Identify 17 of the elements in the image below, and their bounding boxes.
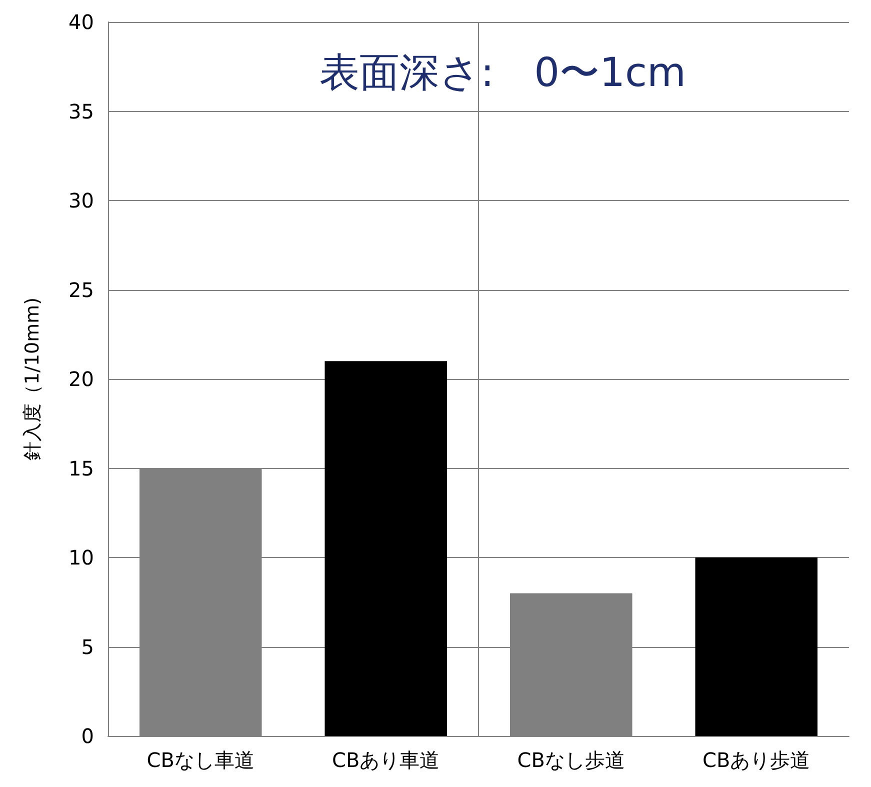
y-tick-label: 40 [68,10,94,34]
x-tick-label: CBなし車道 [146,748,254,772]
y-tick-label: 0 [81,724,94,748]
bar [324,361,448,736]
y-tick-label: 5 [81,634,94,659]
y-tick-label: 35 [68,99,94,124]
x-tick-label: CBあり歩道 [702,748,810,772]
y-tick-label: 10 [68,546,94,570]
x-tick-label: CBあり車道 [332,748,440,772]
y-tick-label: 15 [68,456,94,480]
y-tick-label: 20 [68,367,94,391]
y-tick-label: 25 [68,278,94,302]
x-tick-label: CBなし歩道 [517,748,625,772]
text: 表面深さ: 0〜1cm [320,50,686,96]
bar [695,558,818,736]
y-axis-title: 針入度（1/10mm) [22,297,44,461]
y-tick-label: 30 [68,188,94,212]
